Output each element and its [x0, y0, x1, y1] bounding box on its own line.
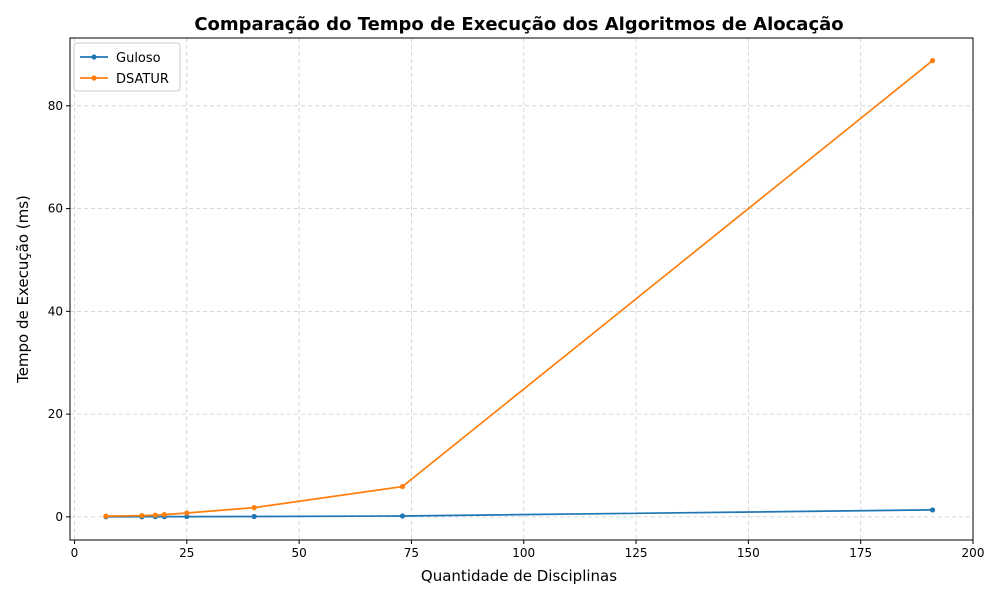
legend-label-guloso: Guloso	[116, 51, 161, 66]
legend-box	[73, 42, 181, 92]
x-tick-label: 125	[625, 546, 648, 560]
x-tick-label: 25	[179, 546, 194, 560]
data-point-guloso	[399, 513, 406, 519]
y-tick-label: 0	[55, 510, 63, 524]
x-tick-label: 150	[737, 546, 760, 560]
legend-label-dsatur: DSATUR	[116, 72, 169, 87]
x-tick-label: 175	[849, 546, 872, 560]
y-tick-label: 40	[48, 304, 63, 318]
x-axis-label: Quantidade de Disciplinas	[421, 567, 617, 585]
plot-frame	[69, 37, 974, 541]
legend-marker-dsatur	[91, 75, 97, 81]
data-point-guloso	[251, 513, 257, 520]
data-point-dsatur	[184, 510, 190, 516]
x-tick-label: 0	[71, 546, 79, 560]
data-point-dsatur	[161, 511, 167, 518]
grid	[70, 38, 974, 540]
data-point-dsatur	[103, 513, 109, 519]
y-tick-label: 20	[48, 407, 63, 421]
x-tick-label: 100	[512, 546, 535, 560]
y-tick-label: 60	[48, 202, 63, 216]
series-layer	[103, 58, 936, 520]
legend: Guloso DSATUR	[73, 42, 181, 92]
x-tick-label: 75	[404, 546, 419, 560]
series-line-dsatur	[105, 59, 934, 517]
x-tick-label: 50	[291, 546, 306, 560]
data-point-dsatur	[929, 58, 936, 64]
y-tick-label: 80	[48, 99, 63, 113]
data-point-dsatur	[251, 505, 257, 511]
data-point-dsatur	[399, 483, 406, 490]
data-point-dsatur	[152, 512, 158, 518]
data-point-dsatur	[139, 512, 145, 519]
ticks: 0 25 50 75 100 125 150 175 200 0 20 40 60 80	[48, 99, 985, 560]
series-line-guloso	[105, 509, 933, 518]
legend-marker-guloso	[91, 54, 97, 60]
x-tick-label: 200	[962, 546, 985, 560]
chart-title: Comparação do Tempo de Execução dos Algo…	[194, 14, 843, 35]
data-point-guloso	[929, 507, 936, 513]
y-axis-label: Tempo de Execução (ms)	[14, 195, 32, 384]
